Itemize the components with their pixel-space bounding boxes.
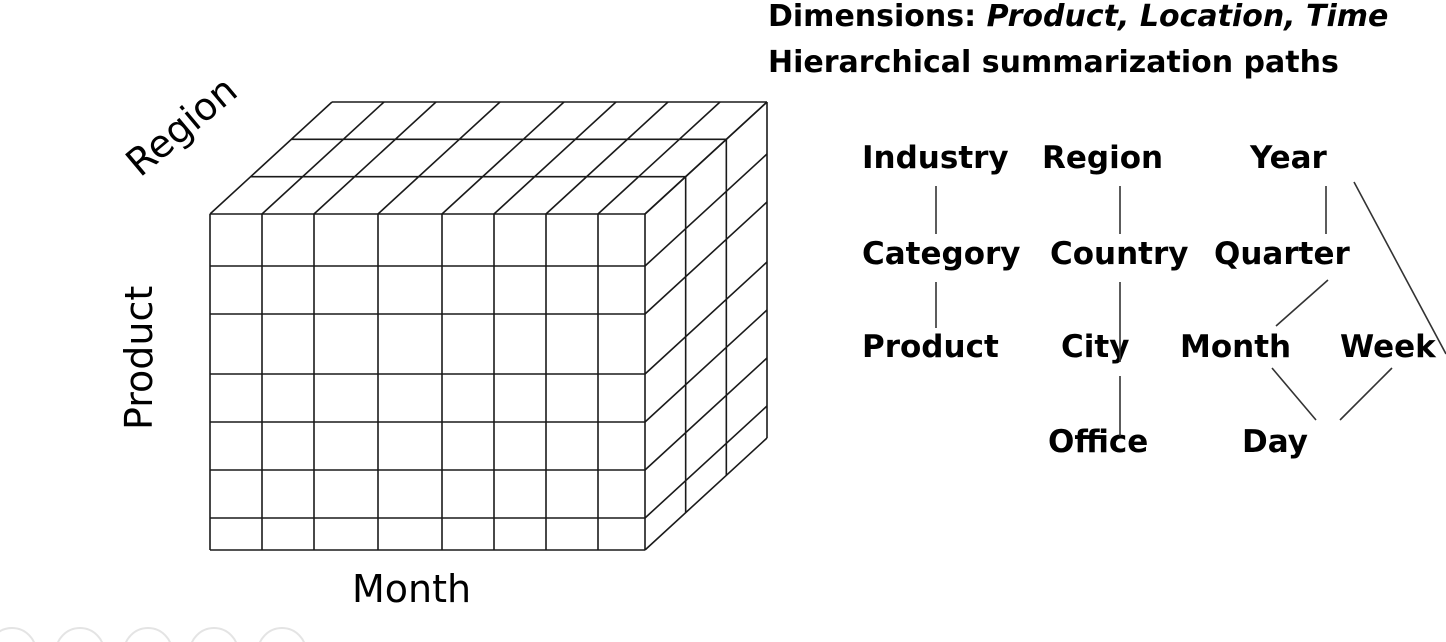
cube-axis-label-month: Month [352, 567, 471, 611]
node-year: Year [1249, 140, 1328, 176]
cube-top-depth-line [493, 101, 617, 215]
node-office: Office [1048, 424, 1148, 460]
data-cube [209, 101, 768, 551]
node-region: Region [1042, 140, 1163, 176]
location-hierarchy: Region Country City Office [1042, 140, 1189, 460]
decorative-circles [0, 627, 305, 642]
hierarchy-heading: Hierarchical summarization paths [768, 45, 1339, 80]
cube-top-depth-line [313, 101, 437, 215]
cube-side-depth-line [644, 405, 768, 519]
cube-top-depth-line [209, 101, 333, 215]
dimensions-heading: Dimensions: Product, Location, Time [768, 0, 1388, 34]
cube-side-depth-line [644, 437, 768, 551]
edge-week-day [1339, 367, 1393, 421]
cube-side-depth-line [644, 201, 768, 315]
time-hierarchy: Year Quarter Month Week Day [1180, 140, 1446, 460]
node-category: Category [862, 236, 1021, 272]
product-hierarchy: Industry Category Product [862, 140, 1021, 365]
cube-top-depth-line [261, 101, 385, 215]
node-month: Month [1180, 329, 1291, 365]
dimensions-list: Product, Location, Time [987, 0, 1389, 34]
edge-quarter-month [1275, 279, 1329, 327]
edge-year-week [1353, 181, 1446, 355]
node-country: Country [1050, 236, 1189, 272]
cube-side-depth-line [644, 101, 768, 215]
cube-axis-label-region: Region [118, 68, 246, 185]
cube-top-depth-line [597, 101, 721, 215]
node-city: City [1061, 329, 1129, 365]
cube-top-depth-line [545, 101, 669, 215]
cube-side-depth-line [644, 261, 768, 375]
cube-top-depth-line [441, 101, 565, 215]
node-day: Day [1242, 424, 1308, 460]
node-week: Week [1340, 329, 1437, 365]
node-product: Product [862, 329, 999, 365]
node-quarter: Quarter [1214, 236, 1350, 272]
dimensions-heading-prefix: Dimensions: [768, 0, 987, 34]
cube-side-depth-line [644, 309, 768, 423]
cube-side-depth-line [644, 357, 768, 471]
cube-side-depth-line [644, 153, 768, 267]
node-industry: Industry [862, 140, 1009, 176]
edge-month-day [1271, 367, 1317, 421]
cube-top-depth-line [377, 101, 501, 215]
cube-axis-label-product: Product [117, 286, 161, 430]
